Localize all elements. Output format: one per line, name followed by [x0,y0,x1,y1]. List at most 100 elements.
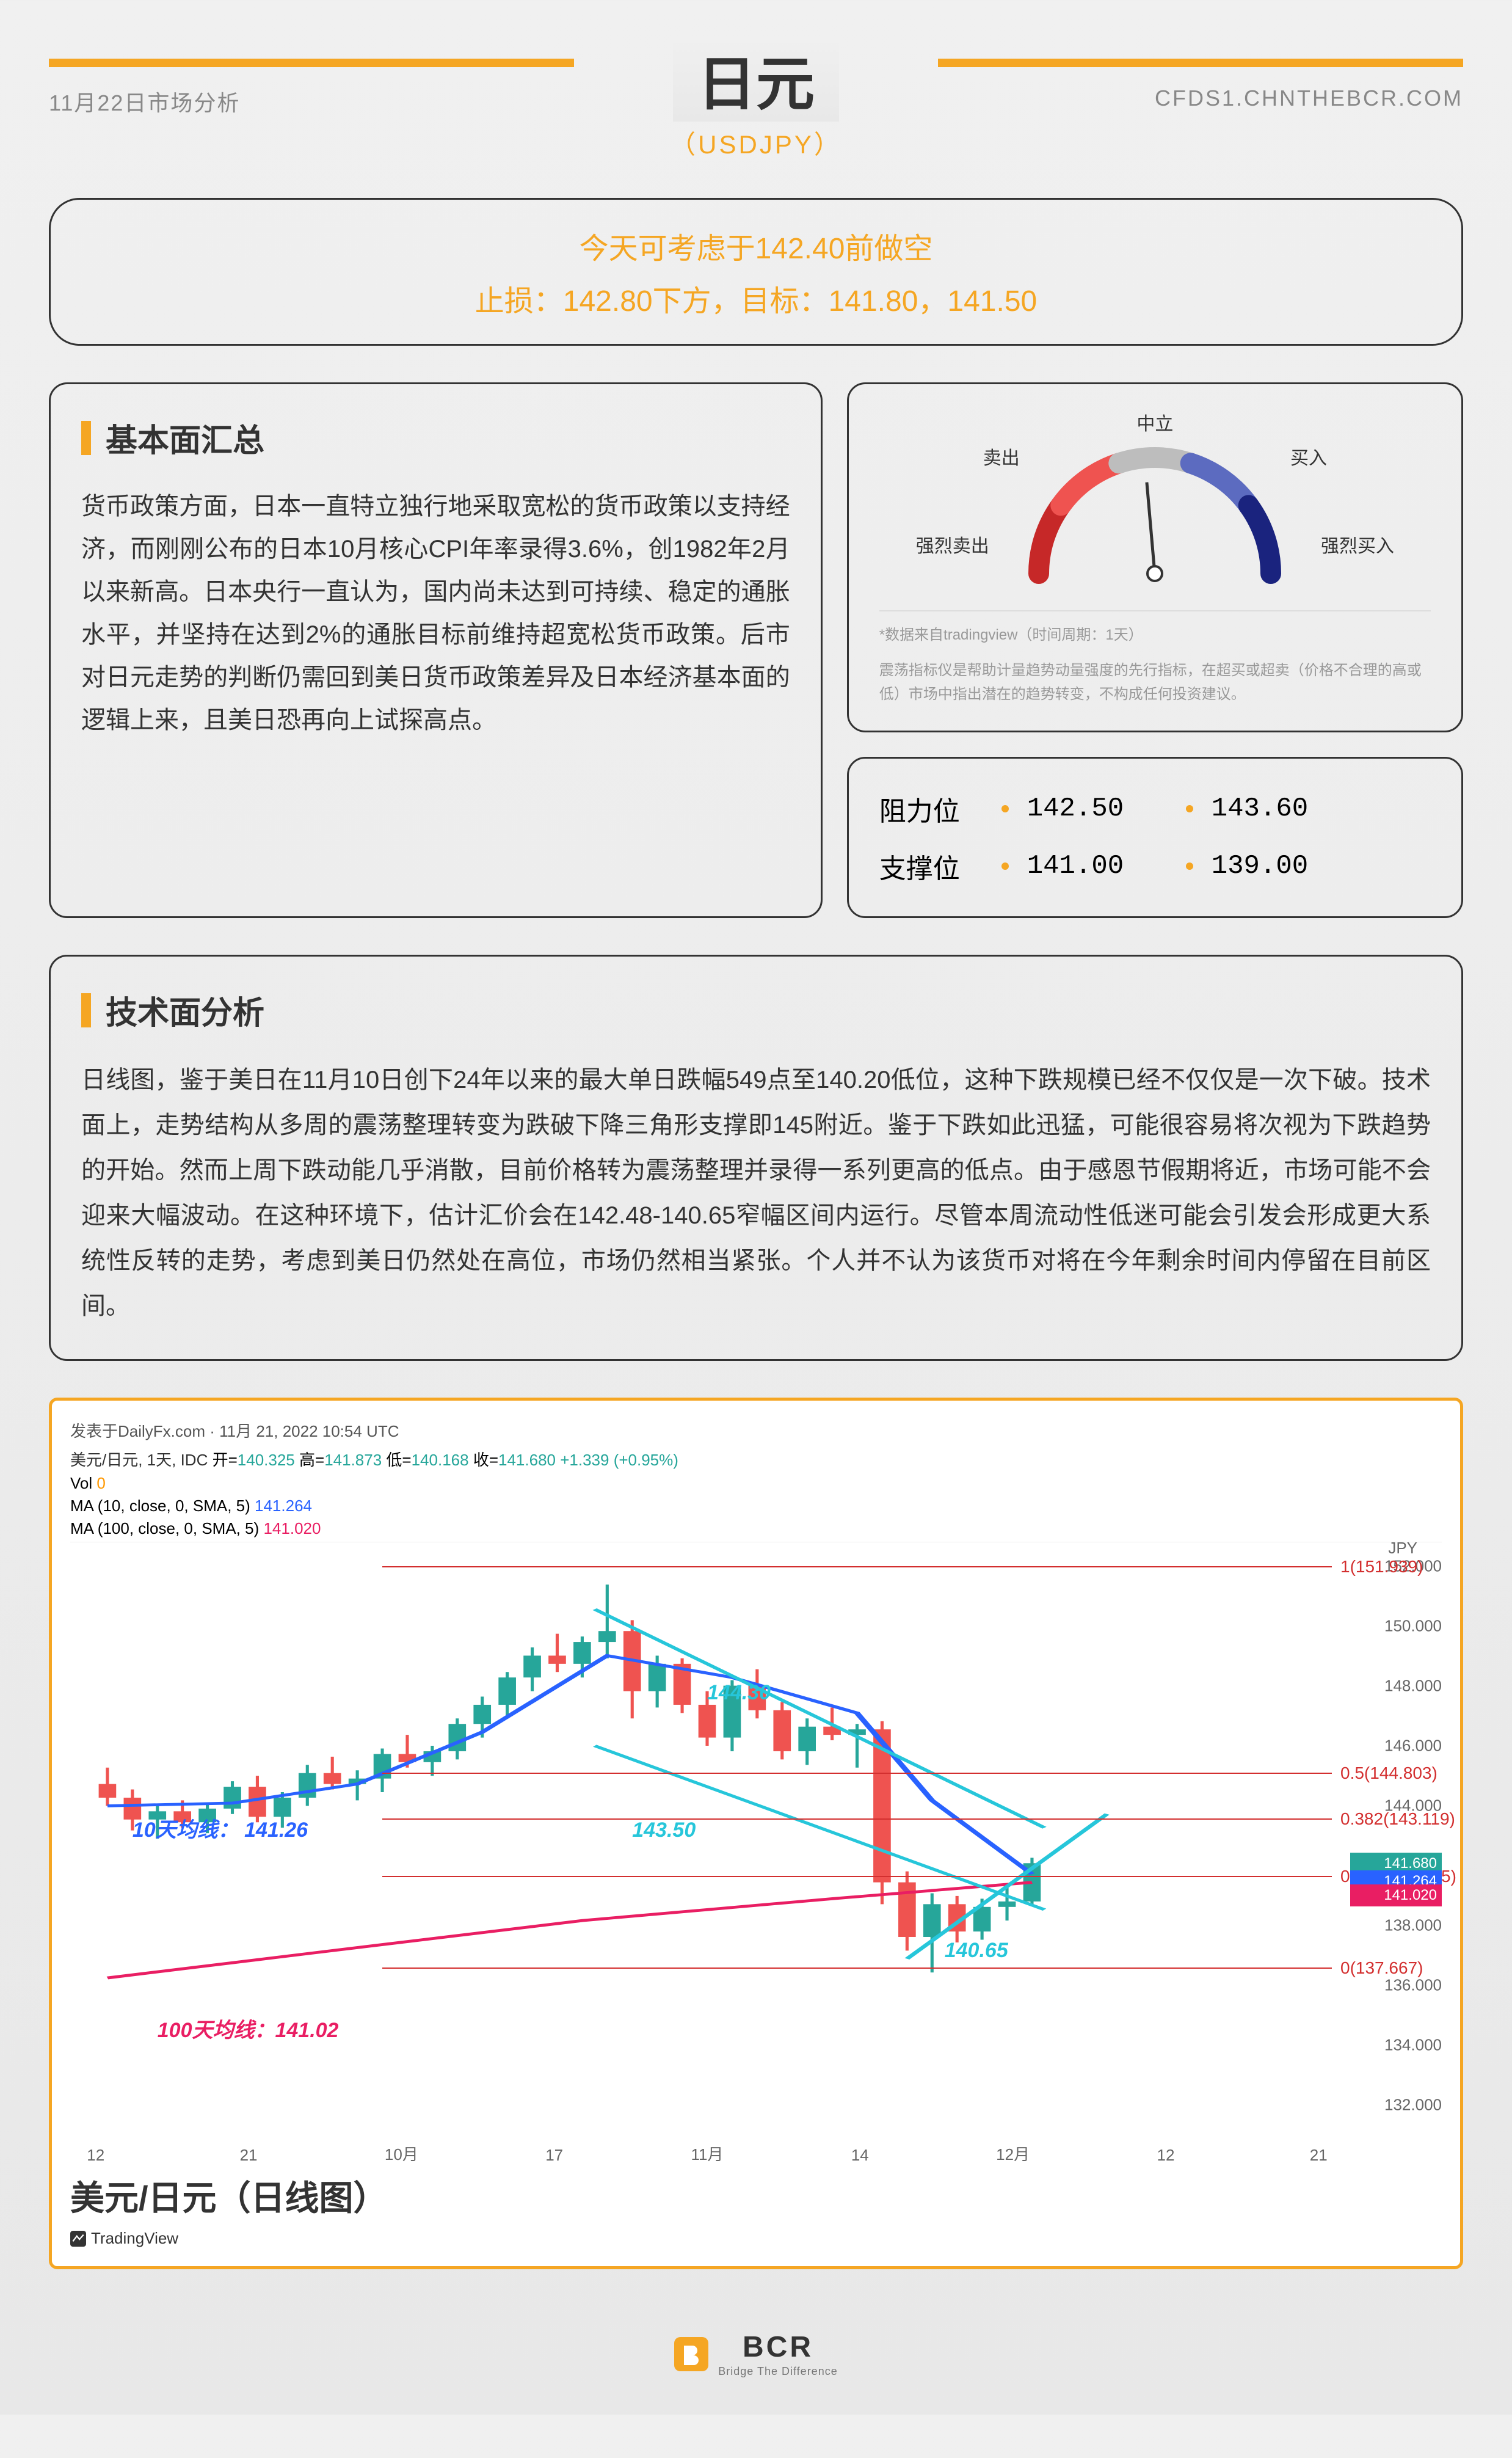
fundamentals-card: 基本面汇总 货币政策方面，日本一直特立独行地采取宽松的货币政策以支持经济，而刚刚… [49,382,823,918]
x-axis: 122110月1711月1412月1221 [70,2134,1344,2165]
low-value: 140.168 [412,1451,469,1469]
divider [879,610,1431,611]
fib-label: 0.382(143.119) [1333,1809,1455,1829]
fib-line: 0(137.667) [382,1967,1332,1969]
website-url: CFDS1.CHNTHEBCR.COM [1155,86,1463,111]
resistance-1: 142.50 [1027,793,1168,824]
gauge-strong-buy-label: 强烈买入 [1321,531,1394,558]
bullet-icon [1186,805,1193,812]
y-axis: 152.000150.000148.000146.000144.000142.0… [1344,1542,1442,2128]
x-tick: 17 [545,2146,563,2165]
vol-value: 0 [96,1474,105,1492]
ma10-row: MA (10, close, 0, SMA, 5) 141.264 [70,1497,1442,1515]
brand-tagline: Bridge The Difference [718,2365,837,2378]
right-column: 中立 卖出 买入 强烈卖出 强烈买入 *数据来自tradingview（时间周期… [847,382,1463,918]
accent-bar-icon [81,993,91,1027]
support-1: 141.00 [1027,851,1168,881]
page-subtitle: （USDJPY） [49,124,1463,161]
fundamentals-body: 货币政策方面，日本一直特立独行地采取宽松的货币政策以支持经济，而刚刚公布的日本1… [81,485,790,742]
gauge-svg [972,409,1338,592]
info-row: 基本面汇总 货币政策方面，日本一直特立独行地采取宽松的货币政策以支持经济，而刚刚… [49,382,1463,918]
chart-ohlc-row: 美元/日元, 1天, IDC 开=140.325 高=141.873 低=140… [70,1448,1442,1470]
analysis-date: 11月22日市场分析 [49,86,240,117]
vol-label: Vol [70,1474,92,1492]
close-label: 收= [473,1451,498,1469]
page-title: 日元 [673,37,839,122]
tradingview-text: TradingView [91,2229,178,2248]
vol-row: Vol 0 [70,1474,1442,1493]
fib-line: 1(151.939) [382,1566,1332,1567]
ma10-value: 141.264 [255,1497,312,1515]
trade-stops-targets: 止损：142.80下方，目标：141.80，141.50 [87,277,1425,319]
page-header: 11月22日市场分析 CFDS1.CHNTHEBCR.COM 日元 （USDJP… [49,37,1463,161]
tradingview-brand: TradingView [70,2229,1442,2248]
chart-card: 发表于DailyFx.com · 11月 21, 2022 10:54 UTC … [49,1398,1463,2269]
fib-line: 0.382(143.119) [382,1818,1332,1820]
ma10-annotation: 10天均线： 141.26 [133,1813,308,1843]
gauge-container: 中立 卖出 买入 强烈卖出 强烈买入 [879,409,1431,604]
y-tick: 150.000 [1384,1616,1442,1635]
x-tick: 11月 [691,2142,724,2165]
levels-card: 阻力位 142.50 143.60 支撑位 141.00 139.00 [847,757,1463,918]
accent-line-right [938,59,1463,67]
open-label: 开= [213,1451,238,1469]
y-tick: 132.000 [1384,2095,1442,2114]
accent-line-left [49,59,574,67]
trade-entry: 今天可考虑于142.40前做空 [87,224,1425,267]
card-header: 基本面汇总 [81,415,790,461]
resistance-2: 143.60 [1212,793,1352,824]
fib-line: 0.5(144.803) [382,1773,1332,1774]
fib-line: 0.236(141.035) [382,1876,1332,1877]
technical-body: 日线图，鉴于美日在11月10日创下24年以来的最大单日跌幅549点至140.20… [81,1057,1431,1329]
open-value: 140.325 [238,1451,295,1469]
fib-label: 1(151.939) [1333,1557,1423,1577]
bullet-icon [1001,805,1009,812]
technical-title: 技术面分析 [106,987,264,1033]
x-tick: 12 [87,2146,104,2165]
y-tick: 146.000 [1384,1736,1442,1755]
y-tick: 138.000 [1384,1916,1442,1935]
gauge-strong-sell-label: 强烈卖出 [916,531,989,558]
x-tick: 14 [851,2146,869,2165]
fundamentals-title: 基本面汇总 [106,415,264,461]
price-tag: 141.020 [1350,1884,1442,1906]
chart-plot-area: JPY 152.000150.000148.000146.000144.0001… [70,1542,1442,2165]
support-2: 139.00 [1212,851,1352,881]
gauge-source-note: *数据来自tradingview（时间周期：1天） [879,624,1431,647]
close-value: 141.680 [498,1451,556,1469]
trade-idea-callout: 今天可考虑于142.40前做空 止损：142.80下方，目标：141.80，14… [49,198,1463,346]
x-tick: 21 [240,2146,258,2165]
sentiment-gauge-card: 中立 卖出 买入 强烈卖出 强烈买入 *数据来自tradingview（时间周期… [847,382,1463,732]
gauge-sell-label: 卖出 [983,443,1020,470]
support-row: 支撑位 141.00 139.00 [879,847,1431,886]
high-value: 141.873 [324,1451,382,1469]
annot-14065: 140.65 [945,1939,1008,1963]
chart-source: 发表于DailyFx.com · 11月 21, 2022 10:54 UTC [70,1419,1442,1442]
fib-label: 0(137.667) [1333,1958,1423,1978]
ma100-annotation: 100天均线：141.02 [158,2013,339,2043]
brand-name: BCR [718,2330,837,2364]
gauge-disclaimer: 震荡指标仪是帮助计量趋势动量强度的先行指标，在超买或超卖（价格不合理的高或低）市… [879,659,1431,706]
x-tick: 12月 [996,2142,1030,2165]
bullet-icon [1186,862,1193,870]
annot-14430: 144.30 [707,1681,771,1705]
page-footer: BCR Bridge The Difference [49,2306,1463,2415]
accent-bar-icon [81,421,91,455]
x-tick: 12 [1157,2146,1174,2165]
annot-14350: 143.50 [632,1818,696,1842]
y-tick: 148.000 [1384,1676,1442,1695]
bullet-icon [1001,862,1009,870]
ma100-row: MA (100, close, 0, SMA, 5) 141.020 [70,1519,1442,1538]
chart-title-cn: 美元/日元（日线图） [70,2171,1442,2220]
y-tick: 136.000 [1384,1975,1442,1994]
technical-card: 技术面分析 日线图，鉴于美日在11月10日创下24年以来的最大单日跌幅549点至… [49,955,1463,1361]
brand-text-wrap: BCR Bridge The Difference [718,2330,837,2378]
x-tick: 21 [1310,2146,1328,2165]
ma100-value: 141.020 [263,1519,321,1537]
ma10-label: MA (10, close, 0, SMA, 5) [70,1497,250,1515]
low-label: 低= [386,1451,411,1469]
change-value: +1.339 (+0.95%) [560,1451,678,1469]
gauge-buy-label: 买入 [1290,443,1327,470]
ma100-label: MA (100, close, 0, SMA, 5) [70,1519,259,1537]
fib-label: 0.5(144.803) [1333,1763,1437,1783]
